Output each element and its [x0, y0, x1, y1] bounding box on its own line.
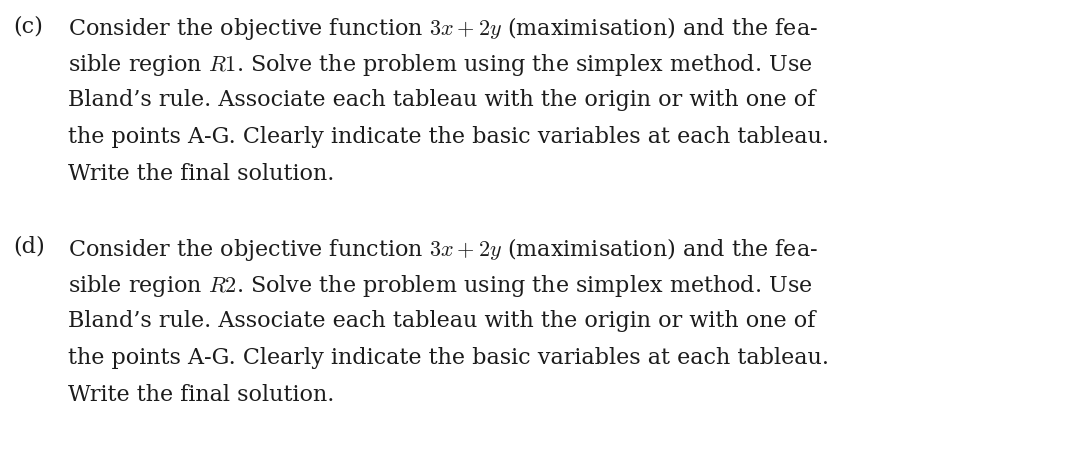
Text: Consider the objective function $3x + 2y$ (maximisation) and the fea-: Consider the objective function $3x + 2y… — [68, 15, 818, 42]
Text: Bland’s rule. Associate each tableau with the origin or with one of: Bland’s rule. Associate each tableau wit… — [68, 310, 815, 332]
Text: the points A-G. Clearly indicate the basic variables at each tableau.: the points A-G. Clearly indicate the bas… — [68, 126, 829, 148]
Text: (d): (d) — [13, 236, 45, 258]
Text: sible region $R2$. Solve the problem using the simplex method. Use: sible region $R2$. Solve the problem usi… — [68, 273, 813, 299]
Text: the points A-G. Clearly indicate the basic variables at each tableau.: the points A-G. Clearly indicate the bas… — [68, 347, 829, 369]
Text: sible region $R1$. Solve the problem using the simplex method. Use: sible region $R1$. Solve the problem usi… — [68, 52, 813, 78]
Text: Bland’s rule. Associate each tableau with the origin or with one of: Bland’s rule. Associate each tableau wit… — [68, 89, 815, 111]
Text: Consider the objective function $3x + 2y$ (maximisation) and the fea-: Consider the objective function $3x + 2y… — [68, 236, 818, 263]
Text: Write the final solution.: Write the final solution. — [68, 163, 334, 185]
Text: Write the final solution.: Write the final solution. — [68, 384, 334, 406]
Text: (c): (c) — [13, 15, 43, 37]
